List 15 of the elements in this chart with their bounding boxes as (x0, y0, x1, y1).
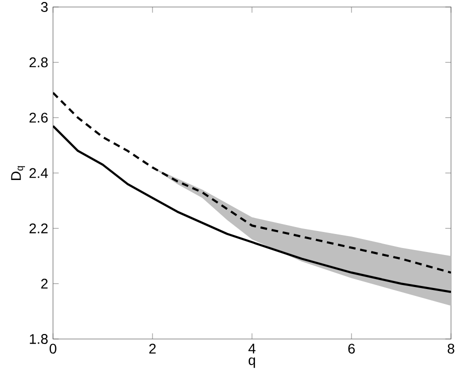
y-tick-label: 2.8 (30, 57, 48, 68)
y-tick-label: 2.4 (30, 168, 48, 178)
line-series (53, 92, 452, 274)
y-axis-title: D$_{q}$ (11, 166, 25, 180)
y-tick-label: 2 (41, 278, 48, 289)
y-tick-label: 3 (41, 2, 48, 12)
x-axis-title: q (248, 357, 255, 368)
y-tick-label: 2.6 (30, 112, 48, 123)
x-tick-label: 4 (248, 344, 256, 354)
x-tick-label: 8 (448, 344, 454, 354)
y-tick-label: 2.2 (30, 223, 48, 234)
x-tick-label: 0 (50, 344, 56, 354)
x-tick-label: 6 (348, 344, 355, 354)
y-tick-label: 1.8 (30, 334, 48, 344)
x-tick-label: 2 (149, 344, 156, 354)
